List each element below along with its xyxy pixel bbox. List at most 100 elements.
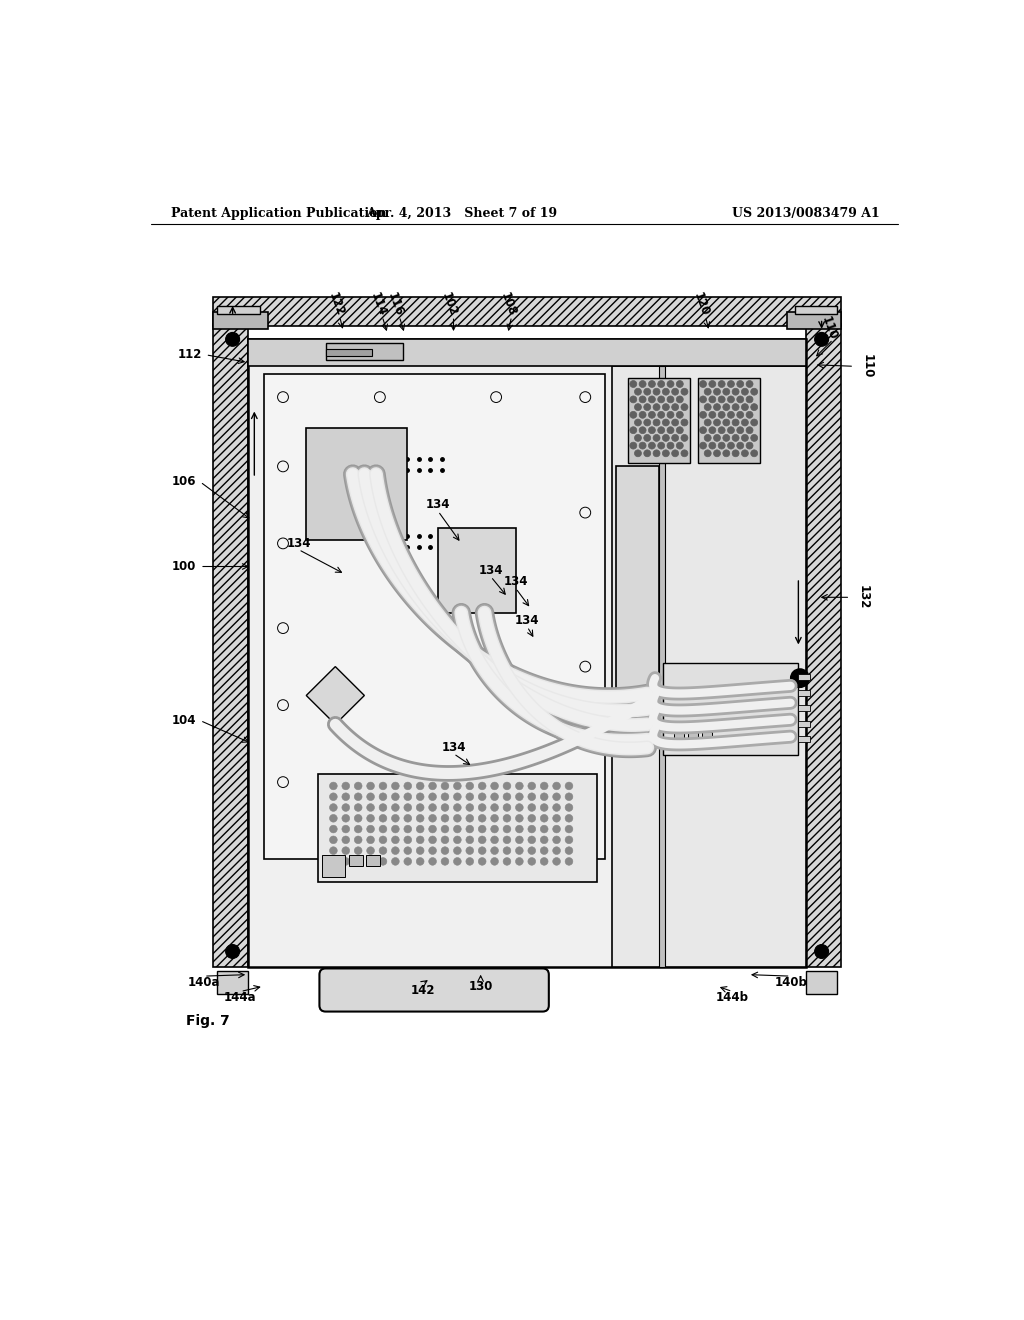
Circle shape: [553, 858, 560, 866]
Circle shape: [635, 434, 641, 441]
Circle shape: [676, 442, 683, 449]
Circle shape: [672, 450, 679, 457]
Circle shape: [417, 793, 424, 800]
Circle shape: [528, 858, 536, 866]
Circle shape: [727, 426, 734, 434]
Circle shape: [466, 814, 474, 822]
Circle shape: [478, 825, 486, 833]
Circle shape: [723, 434, 730, 441]
Circle shape: [229, 337, 236, 342]
Circle shape: [503, 825, 511, 833]
Circle shape: [815, 333, 828, 346]
Circle shape: [676, 380, 683, 388]
Circle shape: [639, 396, 646, 403]
Circle shape: [417, 847, 424, 854]
Circle shape: [454, 804, 461, 812]
Circle shape: [667, 412, 674, 418]
Circle shape: [403, 836, 412, 843]
Circle shape: [639, 426, 646, 434]
Circle shape: [478, 836, 486, 843]
Bar: [217, 970, 248, 994]
Circle shape: [541, 781, 548, 789]
Circle shape: [379, 825, 387, 833]
Circle shape: [503, 793, 511, 800]
Circle shape: [379, 847, 387, 854]
Circle shape: [635, 418, 641, 426]
Circle shape: [663, 404, 670, 411]
Circle shape: [515, 836, 523, 843]
Circle shape: [528, 836, 536, 843]
Circle shape: [528, 847, 536, 854]
Circle shape: [644, 434, 650, 441]
Circle shape: [330, 825, 337, 833]
Circle shape: [736, 412, 743, 418]
Circle shape: [705, 434, 712, 441]
Bar: [688, 733, 697, 747]
Circle shape: [490, 825, 499, 833]
Circle shape: [648, 396, 655, 403]
Circle shape: [403, 781, 412, 789]
Circle shape: [441, 825, 449, 833]
Circle shape: [553, 814, 560, 822]
Text: 140b: 140b: [774, 975, 807, 989]
Circle shape: [653, 388, 660, 395]
Circle shape: [391, 836, 399, 843]
Circle shape: [653, 418, 660, 426]
Circle shape: [490, 847, 499, 854]
Circle shape: [541, 825, 548, 833]
Circle shape: [379, 804, 387, 812]
Circle shape: [657, 426, 665, 434]
Circle shape: [553, 793, 560, 800]
Circle shape: [515, 814, 523, 822]
Circle shape: [441, 793, 449, 800]
Circle shape: [379, 814, 387, 822]
Circle shape: [503, 781, 511, 789]
Circle shape: [644, 418, 650, 426]
Circle shape: [478, 847, 486, 854]
Circle shape: [454, 836, 461, 843]
Circle shape: [342, 781, 349, 789]
Text: US 2013/0083479 A1: US 2013/0083479 A1: [732, 207, 880, 220]
Circle shape: [815, 945, 828, 958]
Circle shape: [732, 388, 739, 395]
Circle shape: [367, 836, 375, 843]
Circle shape: [718, 396, 725, 403]
Text: 134: 134: [478, 564, 503, 577]
Circle shape: [541, 847, 548, 854]
Circle shape: [417, 825, 424, 833]
Bar: [213, 297, 841, 326]
Bar: [806, 323, 841, 966]
Text: 140a: 140a: [187, 975, 220, 989]
Text: Fig. 7: Fig. 7: [186, 1014, 229, 1028]
Circle shape: [565, 847, 572, 854]
Circle shape: [541, 793, 548, 800]
Bar: [616, 466, 658, 737]
Circle shape: [466, 793, 474, 800]
Circle shape: [478, 858, 486, 866]
Circle shape: [379, 858, 387, 866]
Circle shape: [672, 388, 679, 395]
Circle shape: [751, 388, 758, 395]
Bar: [795, 306, 838, 314]
Text: 144a: 144a: [224, 991, 257, 1005]
Text: 134: 134: [426, 499, 451, 511]
Text: 108: 108: [498, 290, 518, 318]
Circle shape: [342, 858, 349, 866]
Circle shape: [635, 450, 641, 457]
Circle shape: [565, 836, 572, 843]
Bar: [663, 663, 799, 755]
Circle shape: [681, 404, 688, 411]
Circle shape: [367, 804, 375, 812]
Circle shape: [736, 426, 743, 434]
Circle shape: [705, 450, 712, 457]
Circle shape: [441, 847, 449, 854]
Circle shape: [528, 781, 536, 789]
Circle shape: [705, 404, 712, 411]
Circle shape: [391, 825, 399, 833]
Circle shape: [441, 804, 449, 812]
Circle shape: [653, 450, 660, 457]
Circle shape: [657, 396, 665, 403]
Circle shape: [663, 388, 670, 395]
Circle shape: [723, 450, 730, 457]
Text: 112: 112: [177, 348, 202, 362]
